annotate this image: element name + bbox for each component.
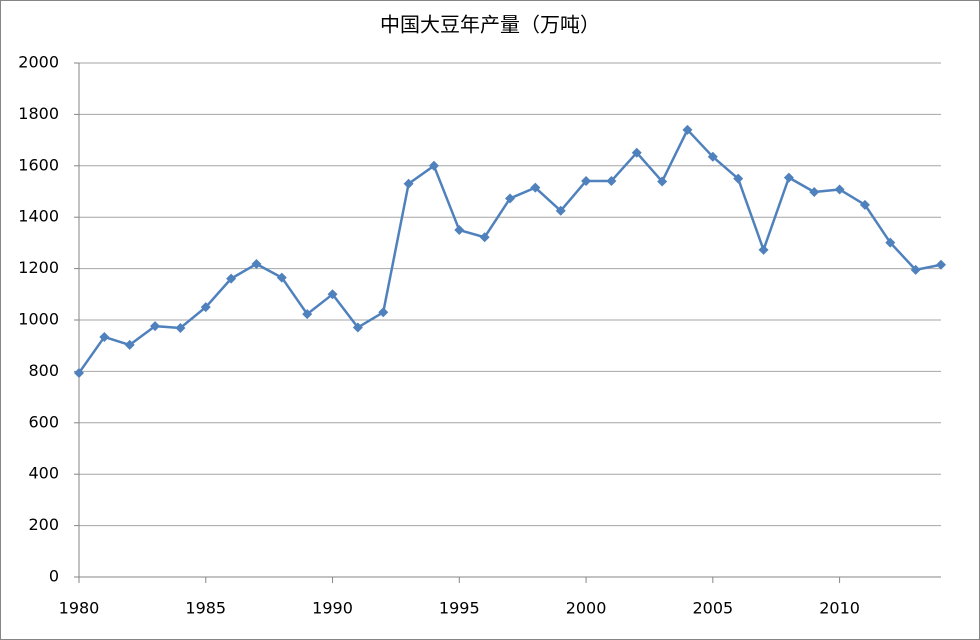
y-tick-label: 600 — [28, 412, 59, 431]
data-point — [99, 331, 110, 342]
data-point — [200, 302, 211, 313]
data-point — [707, 151, 718, 162]
data-point — [226, 273, 237, 284]
x-tick-label: 1985 — [185, 599, 226, 618]
data-point — [454, 225, 465, 236]
x-tick-label: 1995 — [439, 599, 480, 618]
x-tick-label: 1980 — [59, 599, 100, 618]
data-point — [606, 175, 617, 186]
data-point — [175, 322, 186, 333]
data-point — [74, 367, 84, 378]
data-point — [657, 176, 668, 187]
data-point — [327, 289, 338, 300]
data-point — [302, 309, 313, 320]
y-tick-label: 0 — [49, 567, 59, 586]
y-tick-label: 2000 — [18, 53, 59, 72]
data-point — [479, 232, 490, 243]
data-point — [834, 184, 845, 195]
y-tick-label: 200 — [28, 515, 59, 534]
y-tick-label: 1200 — [18, 258, 59, 277]
data-point — [936, 259, 946, 270]
y-tick-label: 1400 — [18, 207, 59, 226]
data-point — [885, 237, 896, 248]
chart-title: 中国大豆年产量（万吨） — [380, 13, 600, 37]
x-tick-label: 2005 — [692, 599, 733, 618]
data-point — [403, 178, 414, 189]
y-tick-label: 1000 — [18, 310, 59, 329]
data-point — [733, 173, 744, 184]
data-point — [378, 307, 389, 318]
data-point — [783, 172, 794, 183]
y-tick-label: 400 — [28, 464, 59, 483]
data-point — [505, 193, 515, 204]
data-point — [859, 199, 870, 210]
data-point — [581, 175, 592, 186]
x-tick-label: 1990 — [312, 599, 353, 618]
data-point — [682, 124, 693, 135]
data-point — [150, 321, 161, 332]
x-tick-label: 2010 — [819, 599, 860, 618]
data-point — [352, 322, 363, 333]
data-point — [276, 272, 287, 283]
data-point — [530, 182, 541, 193]
data-point — [631, 147, 642, 158]
data-point — [555, 205, 566, 216]
data-point — [758, 244, 769, 255]
y-tick-label: 1600 — [18, 155, 59, 174]
data-point — [428, 160, 439, 171]
data-point — [251, 258, 262, 269]
data-point — [910, 264, 921, 275]
y-tick-label: 800 — [28, 361, 59, 380]
y-tick-label: 1800 — [18, 104, 59, 123]
x-tick-label: 2000 — [566, 599, 607, 618]
data-point — [124, 339, 135, 350]
data-point — [809, 187, 820, 198]
